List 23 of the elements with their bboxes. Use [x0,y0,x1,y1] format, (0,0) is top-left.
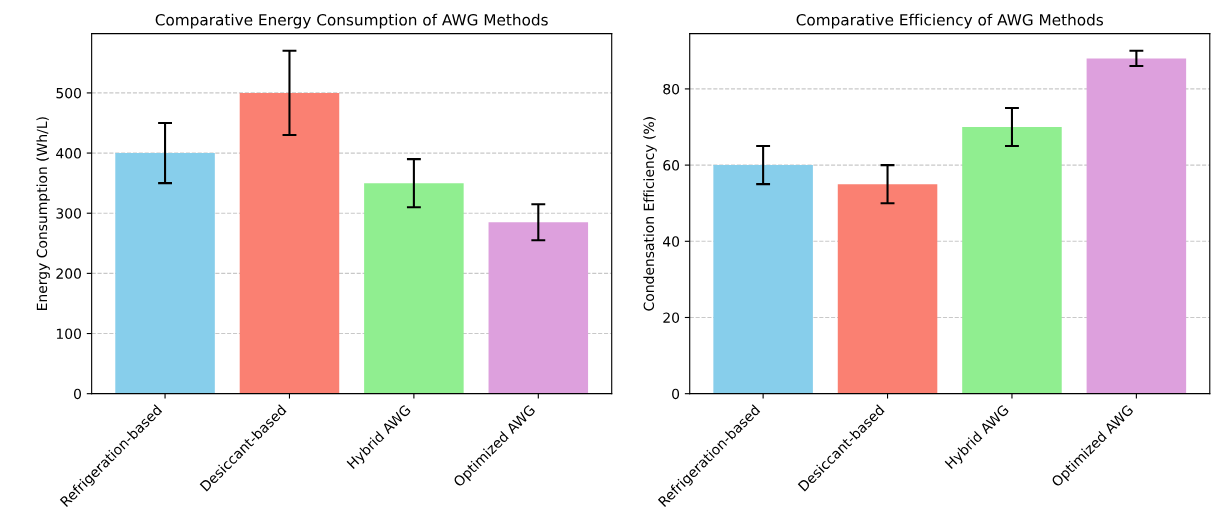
chart-title: Comparative Energy Consumption of AWG Methods [155,13,548,29]
bar [364,183,464,394]
y-tick-label: 500 [56,87,81,99]
bar [713,165,813,394]
y-tick-label: 0 [672,388,680,400]
y-tick-label: 100 [56,328,81,339]
y-tick-label: 20 [663,312,680,323]
chart-title: Comparative Efficiency of AWG Methods [796,13,1104,29]
bar [1086,58,1187,394]
y-tick-label: 200 [56,268,81,279]
bar [488,222,589,394]
y-tick-label: 400 [56,148,81,159]
y-tick-label: 0 [74,388,82,400]
y-tick-label: 80 [663,83,680,95]
y-axis-title: Condensation Efficiency (%) [643,117,657,311]
bar [115,153,215,394]
y-tick-label: 60 [663,160,680,171]
bar [837,184,938,394]
y-axis-title: Energy Consumption (Wh/L) [36,117,50,310]
y-tick-label: 40 [663,236,680,247]
bar [239,92,340,394]
y-tick-label: 300 [56,208,81,219]
bar [962,127,1062,394]
